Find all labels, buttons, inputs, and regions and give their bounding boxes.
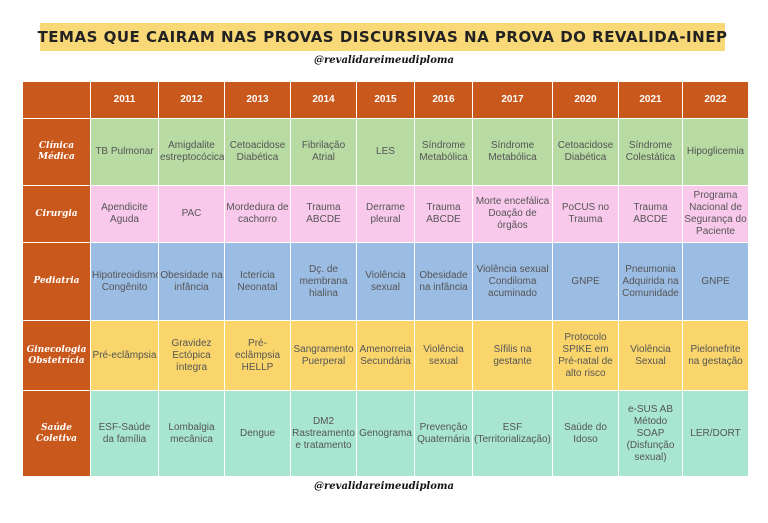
topic-cell: Hipoglicemia	[682, 118, 749, 186]
topic-cell: Pneumonia Adquirida na Comunidade	[618, 242, 683, 321]
author-handle-bottom: @revalidareimeudiploma	[314, 481, 454, 492]
topic-cell: Icterícia Neonatal	[224, 242, 291, 321]
row-label-pediatria: Pediatria	[22, 242, 91, 321]
topic-cell: Síndrome Colestática	[618, 118, 683, 186]
topic-cell: Sífilis na gestante	[472, 320, 553, 391]
topic-cell: Gravidez Ectópica íntegra	[158, 320, 225, 391]
topic-cell: Síndrome Metabólica	[472, 118, 553, 186]
topic-cell: Morte encefálica Doação de órgãos	[472, 185, 553, 243]
year-header: 2022	[682, 81, 749, 119]
topic-cell: PoCUS no Trauma	[552, 185, 619, 243]
topic-cell: Pielonefrite na gestação	[682, 320, 749, 391]
author-handle-top: @revalidareimeudiploma	[314, 55, 454, 66]
topic-cell: LER/DORT	[682, 390, 749, 477]
topic-cell: TB Pulmonar	[90, 118, 159, 186]
topic-cell: Amigdalite estreptocócica	[158, 118, 225, 186]
topic-cell: Programa Nacional de Segurança do Pacien…	[682, 185, 749, 243]
topic-cell: GNPE	[552, 242, 619, 321]
topic-cell: Violência Sexual	[618, 320, 683, 391]
topic-cell: GNPE	[682, 242, 749, 321]
topic-cell: Violência sexual	[414, 320, 473, 391]
topic-cell: Lombalgia mecânica	[158, 390, 225, 477]
table-row: Clínica Médica TB Pulmonar Amigdalite es…	[22, 118, 749, 186]
row-label-clinica-medica: Clínica Médica	[22, 118, 91, 186]
topic-cell: Dengue	[224, 390, 291, 477]
year-header: 2015	[356, 81, 415, 119]
topic-cell: Pré-eclâmpsia HELLP	[224, 320, 291, 391]
topic-cell: Dç. de membrana hialina	[290, 242, 357, 321]
table-row: Pediatria Hipotireoidismo Congênito Obes…	[22, 242, 749, 321]
year-header: 2014	[290, 81, 357, 119]
topic-cell: Saúde do Idoso	[552, 390, 619, 477]
topic-cell: Pré-eclâmpsia	[90, 320, 159, 391]
page-title: TEMAS QUE CAIRAM NAS PROVAS DISCURSIVAS …	[38, 23, 727, 51]
topic-cell: ESF-Saúde da família	[90, 390, 159, 477]
topic-cell: Mordedura de cachorro	[224, 185, 291, 243]
topic-cell: Obesidade na infância	[414, 242, 473, 321]
topic-cell: Cetoacidose Diabética	[224, 118, 291, 186]
year-header: 2017	[472, 81, 553, 119]
topic-cell: LES	[356, 118, 415, 186]
topic-cell: Trauma ABCDE	[414, 185, 473, 243]
topic-cell: Prevenção Quaternária	[414, 390, 473, 477]
year-header-row: 2011 2012 2013 2014 2015 2016 2017 2020 …	[22, 81, 749, 119]
year-header: 2012	[158, 81, 225, 119]
table-row: Saúde Coletiva ESF-Saúde da família Lomb…	[22, 390, 749, 477]
topic-cell: Violência sexual	[356, 242, 415, 321]
corner-cell	[22, 81, 91, 119]
row-label-cirurgia: Cirurgia	[22, 185, 91, 243]
row-label-ginecologia-obstetricia: Ginecologia Obstetrícia	[22, 320, 91, 391]
topic-cell: Trauma ABCDE	[290, 185, 357, 243]
topic-cell: PAC	[158, 185, 225, 243]
topic-cell: Protocolo SPIKE em Pré-natal de alto ris…	[552, 320, 619, 391]
exam-topics-table: 2011 2012 2013 2014 2015 2016 2017 2020 …	[22, 81, 749, 477]
topic-cell: Cetoacidose Diabética	[552, 118, 619, 186]
topic-cell: e-SUS AB Método SOAP (Disfunção sexual)	[618, 390, 683, 477]
topic-cell: Obesidade na infância	[158, 242, 225, 321]
topic-cell: Hipotireoidismo Congênito	[90, 242, 159, 321]
year-header: 2020	[552, 81, 619, 119]
table-row: Ginecologia Obstetrícia Pré-eclâmpsia Gr…	[22, 320, 749, 391]
topic-cell: Fibrilação Atrial	[290, 118, 357, 186]
topic-cell: Trauma ABCDE	[618, 185, 683, 243]
topic-cell: Genograma	[356, 390, 415, 477]
year-header: 2013	[224, 81, 291, 119]
topic-cell: Sangramento Puerperal	[290, 320, 357, 391]
table-row: Cirurgia Apendicite Aguda PAC Mordedura …	[22, 185, 749, 243]
topic-cell: DM2 Rastreamento e tratamento	[290, 390, 357, 477]
topic-cell: ESF (Territorialização)	[472, 390, 553, 477]
topic-cell: Síndrome Metabólica	[414, 118, 473, 186]
topic-cell: Amenorreia Secundária	[356, 320, 415, 391]
topic-cell: Violência sexual Condiloma acuminado	[472, 242, 553, 321]
year-header: 2011	[90, 81, 159, 119]
topic-cell: Derrame pleural	[356, 185, 415, 243]
year-header: 2016	[414, 81, 473, 119]
row-label-saude-coletiva: Saúde Coletiva	[22, 390, 91, 477]
year-header: 2021	[618, 81, 683, 119]
topic-cell: Apendicite Aguda	[90, 185, 159, 243]
